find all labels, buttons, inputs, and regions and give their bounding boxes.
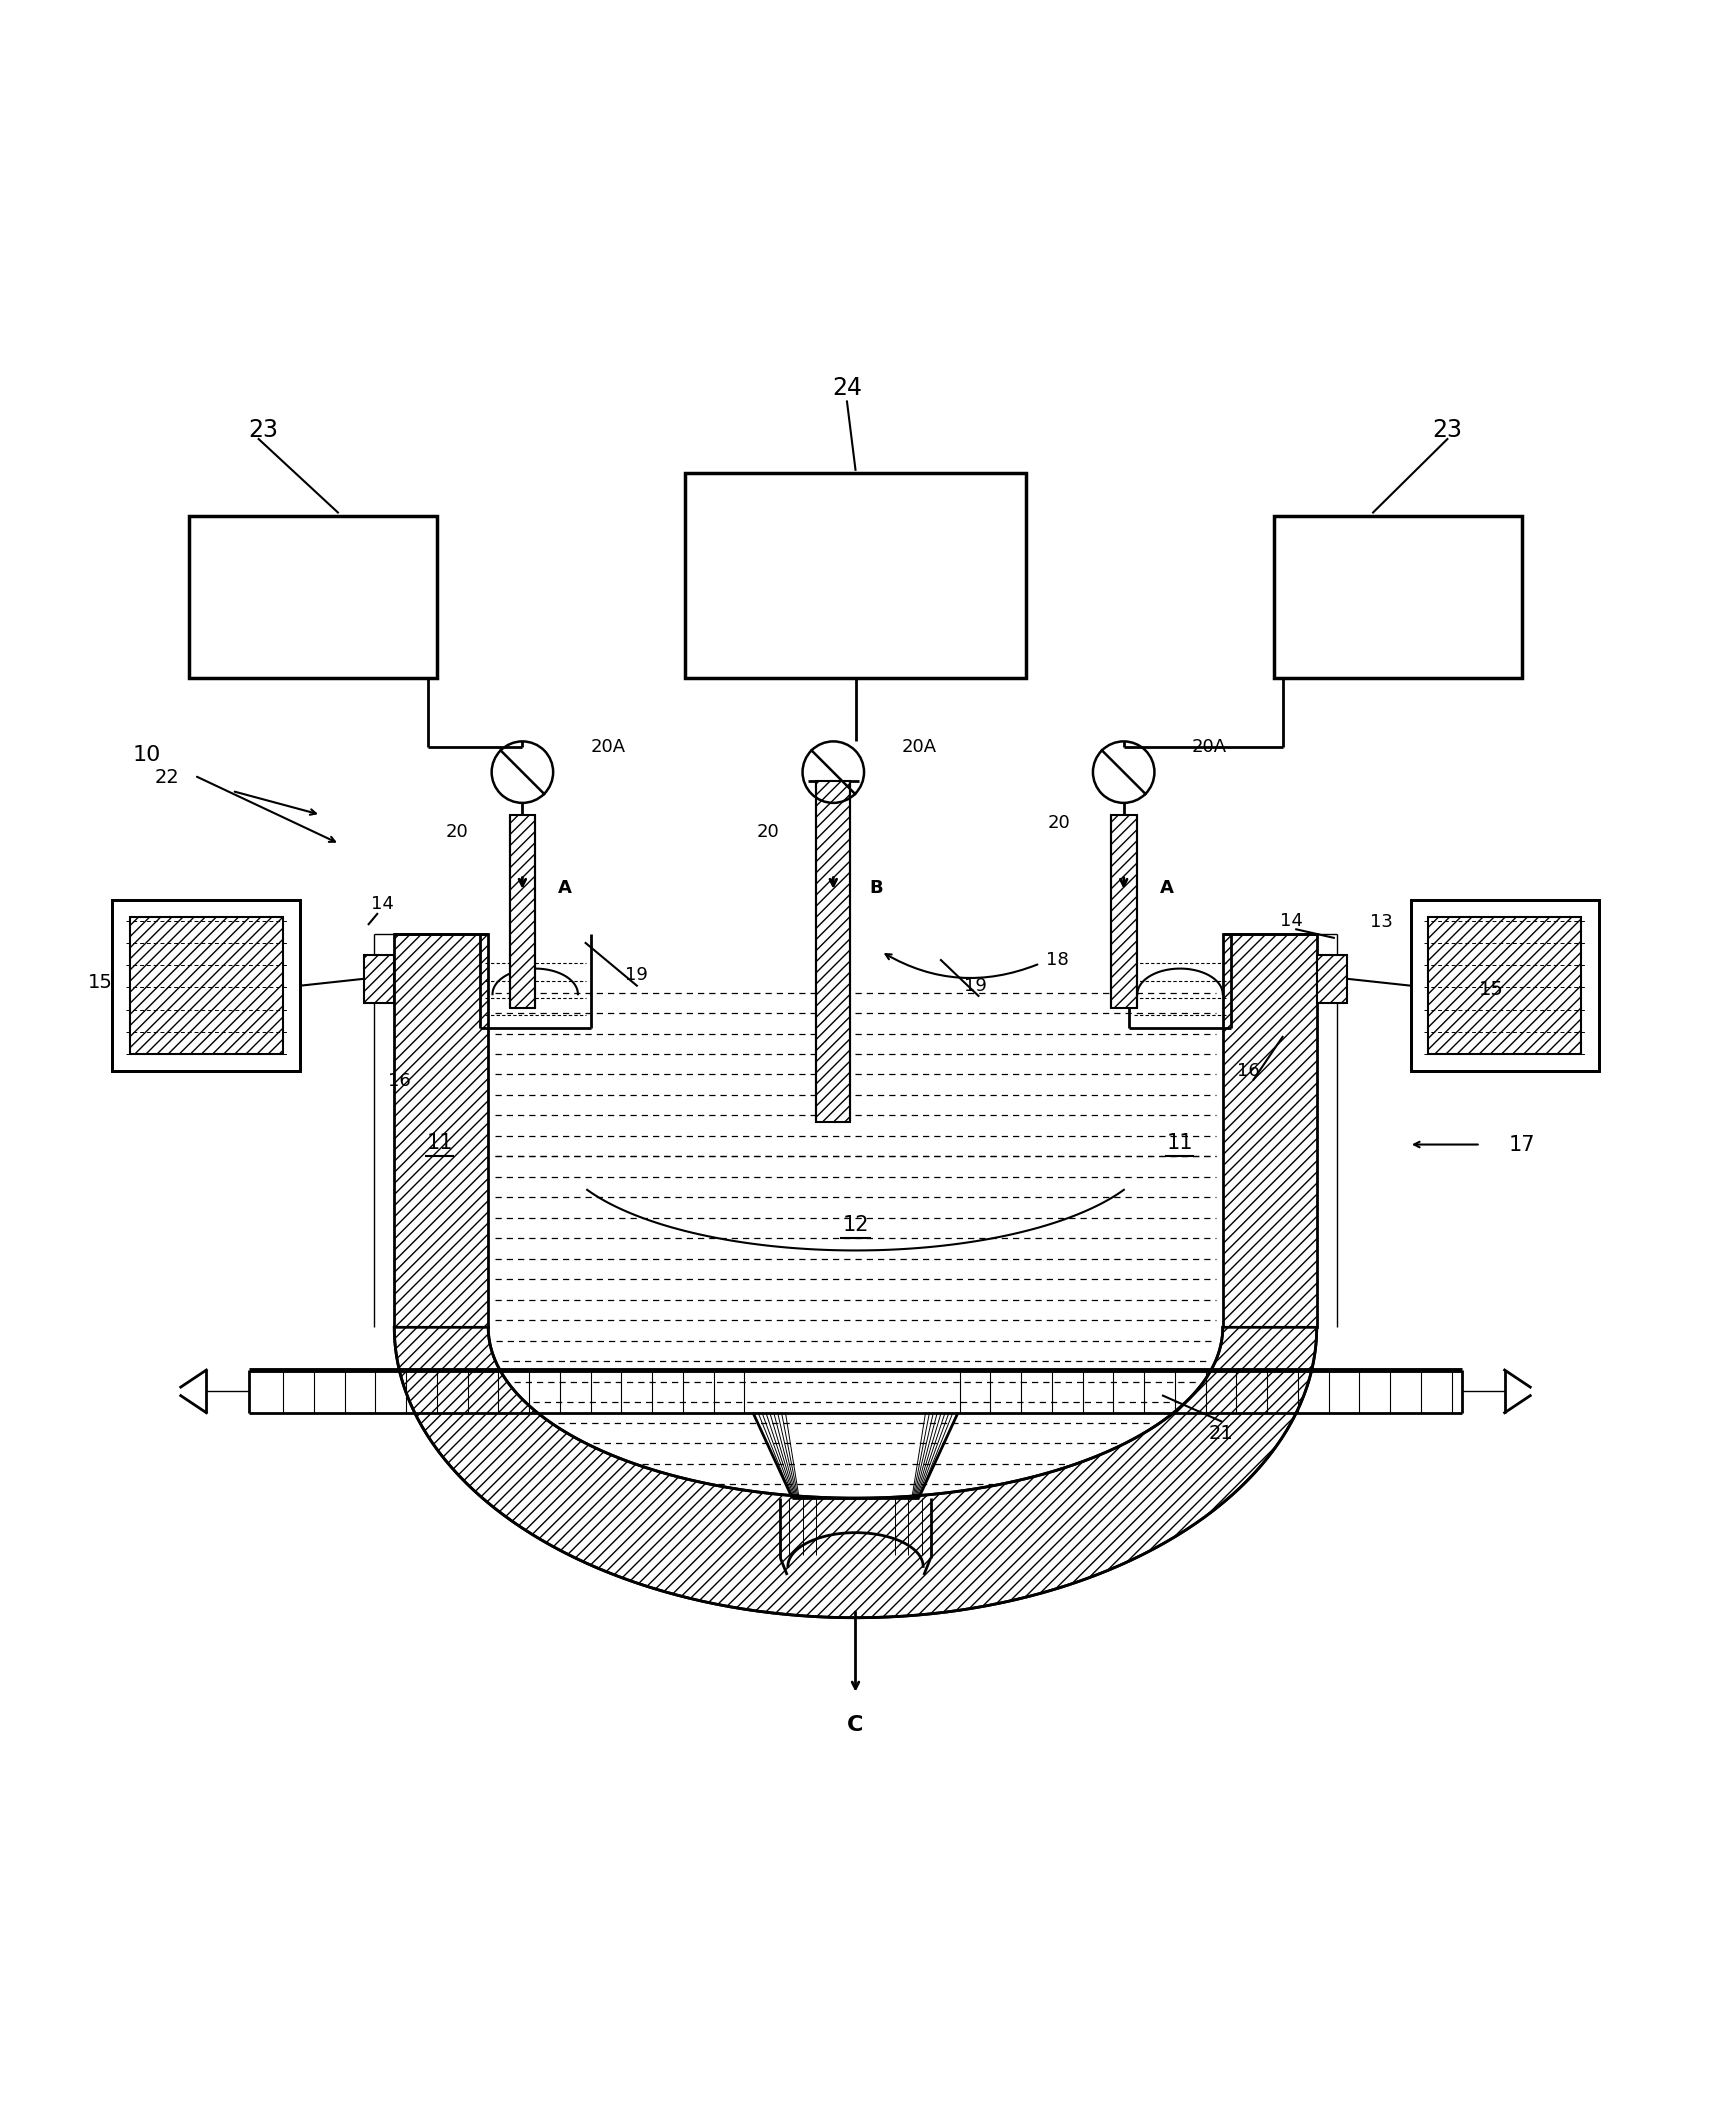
Text: 15: 15 — [1478, 980, 1504, 999]
Polygon shape — [488, 934, 1223, 1499]
Text: 20A: 20A — [590, 738, 625, 755]
Text: 17: 17 — [1509, 1134, 1535, 1155]
Polygon shape — [394, 1328, 1317, 1617]
Text: 13: 13 — [1371, 913, 1393, 932]
Text: 21: 21 — [1208, 1423, 1234, 1442]
Text: A: A — [558, 879, 571, 898]
Text: 19: 19 — [626, 965, 648, 984]
Bar — [816, 780, 850, 1121]
Text: 20A: 20A — [902, 738, 936, 755]
Text: 18: 18 — [1045, 951, 1068, 970]
Text: 16: 16 — [1237, 1062, 1259, 1079]
Bar — [190, 516, 436, 679]
Bar — [113, 900, 301, 1071]
Bar — [684, 472, 1027, 679]
Bar — [510, 816, 536, 1008]
Bar — [1427, 917, 1581, 1054]
Text: 24: 24 — [832, 375, 862, 401]
Text: C: C — [847, 1716, 864, 1735]
Bar — [130, 917, 284, 1054]
Text: 15: 15 — [87, 972, 113, 991]
Text: 11: 11 — [1167, 1132, 1193, 1153]
Text: 20: 20 — [756, 822, 780, 841]
Text: 20: 20 — [1047, 814, 1069, 833]
Text: B: B — [869, 879, 883, 898]
Text: 22: 22 — [154, 767, 180, 786]
Text: 16: 16 — [388, 1073, 411, 1090]
Text: 11: 11 — [428, 1132, 453, 1153]
Text: 12: 12 — [842, 1214, 869, 1235]
Bar — [394, 934, 488, 1328]
Bar — [1410, 900, 1598, 1071]
Text: 20A: 20A — [1191, 738, 1227, 755]
Bar — [1275, 516, 1521, 679]
Text: 20: 20 — [447, 822, 469, 841]
Text: 14: 14 — [1280, 913, 1302, 930]
Bar — [1223, 934, 1317, 1328]
Bar — [1110, 816, 1136, 1008]
Text: 19: 19 — [963, 976, 987, 995]
Bar — [113, 900, 301, 1071]
Bar — [1317, 955, 1348, 1003]
Text: A: A — [1160, 879, 1174, 898]
Text: 10: 10 — [132, 744, 161, 765]
Text: 23: 23 — [248, 419, 279, 443]
Bar — [1410, 900, 1598, 1071]
Bar — [363, 955, 394, 1003]
Text: 14: 14 — [371, 894, 394, 913]
Text: 23: 23 — [1432, 419, 1463, 443]
